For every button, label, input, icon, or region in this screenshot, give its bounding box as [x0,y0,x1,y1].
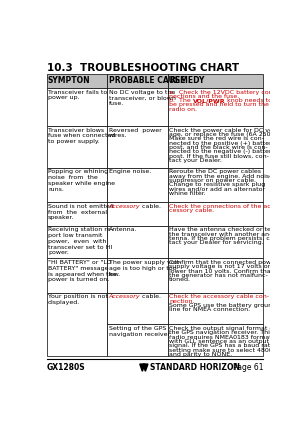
Bar [107,258,168,293]
Text: line for NMEA connection.: line for NMEA connection. [169,307,250,312]
Text: radio on.: radio on. [169,107,197,112]
Bar [107,202,168,226]
Text: nection.: nection. [169,299,194,304]
Text: a.  Check the 12VDC battery con-: a. Check the 12VDC battery con- [169,89,275,95]
Text: REMEDY: REMEDY [169,77,204,86]
Text: Accessory: Accessory [109,204,140,209]
Text: Your position is not
displayed.: Your position is not displayed. [48,294,108,305]
Bar [47,74,107,88]
Text: tioned.: tioned. [169,277,191,282]
Text: cable.: cable. [140,204,161,209]
Text: cable.: cable. [140,294,161,299]
Text: PROBABLE CAUSE: PROBABLE CAUSE [109,77,185,86]
Text: the generator has not malfunc-: the generator has not malfunc- [169,273,268,278]
Text: Confirm that the connected power: Confirm that the connected power [169,260,278,265]
Bar [168,126,263,167]
Text: Check the connections of the ac-: Check the connections of the ac- [169,204,273,209]
Text: away from the engine. Add noise: away from the engine. Add noise [169,174,273,178]
Text: knob needs to: knob needs to [225,98,272,103]
Text: Engine noise.: Engine noise. [109,169,151,174]
Bar [47,88,107,126]
Bar [107,88,168,126]
Text: nected to the positive (+) battery: nected to the positive (+) battery [169,141,275,146]
Text: supply voltage is not 17 volts or: supply voltage is not 17 volts or [169,264,270,269]
Text: SYMPTON: SYMPTON [48,77,91,86]
Text: The power supply volt-
age is too high or too
low.: The power supply volt- age is too high o… [109,260,181,276]
Polygon shape [143,364,148,371]
Bar [47,202,107,226]
Text: Some GPS use the battery ground: Some GPS use the battery ground [169,303,276,308]
Text: the transceiver with another an-: the transceiver with another an- [169,232,271,236]
Bar [47,226,107,258]
Text: and parity to NONE.: and parity to NONE. [169,352,232,357]
Text: lower than 10 volts. Confirm that: lower than 10 volts. Confirm that [169,268,273,273]
Bar [47,293,107,356]
Text: Receiving station re-
port low transmit
power,  even  with
transceiver set to HI: Receiving station re- port low transmit … [48,227,113,256]
Text: whine filter.: whine filter. [169,191,206,196]
Text: Reroute the DC power cables: Reroute the DC power cables [169,169,261,174]
Text: post. If the fuse still blows, con-: post. If the fuse still blows, con- [169,153,269,158]
Text: GX1280S: GX1280S [47,363,86,372]
Bar [107,325,168,356]
Text: Change to resistive spark plug: Change to resistive spark plug [169,182,265,187]
Bar [107,226,168,258]
Text: b.  The: b. The [169,98,193,103]
Bar [47,126,107,167]
Text: Sound is not emitted
from  the  external
speaker.: Sound is not emitted from the external s… [48,204,114,220]
Text: Transceiver fails to
power up.: Transceiver fails to power up. [48,89,107,100]
Polygon shape [140,364,145,371]
Text: nections and the fuse.: nections and the fuse. [169,94,239,99]
Text: post, and the black wire is con-: post, and the black wire is con- [169,145,268,150]
Text: setting make sure to select 4800: setting make sure to select 4800 [169,348,273,353]
Text: No DC voltage to the
transceiver, or blown
fuse.: No DC voltage to the transceiver, or blo… [109,89,176,106]
Text: 10.3  TROUBLESHOOTING CHART: 10.3 TROUBLESHOOTING CHART [47,63,239,72]
Text: wires and/or add an alternator: wires and/or add an alternator [169,187,265,192]
Bar [107,293,168,325]
Text: Transceiver blows
fuse when connected
to power supply.: Transceiver blows fuse when connected to… [48,127,115,144]
Bar [47,258,107,293]
Bar [168,226,263,258]
Text: Check the power cable for DC volt-: Check the power cable for DC volt- [169,127,279,132]
Text: Setting of the GPS
navigation receiver.: Setting of the GPS navigation receiver. [109,326,171,337]
Bar [168,88,263,126]
Text: Check the accessory cable con-: Check the accessory cable con- [169,294,269,299]
Bar [168,258,263,293]
Text: "HI BATTERY" or "LO
BATTERY" message
is appeared when the
power is turned on.: "HI BATTERY" or "LO BATTERY" message is … [48,260,116,282]
Text: Antenna.: Antenna. [109,227,137,232]
Bar [107,167,168,202]
Text: tenna. If the problem persists, con-: tenna. If the problem persists, con- [169,236,280,241]
Text: Have the antenna checked or test: Have the antenna checked or test [169,227,277,232]
Bar [47,167,107,202]
Bar [168,202,263,226]
Text: VOL/PWR: VOL/PWR [193,98,225,103]
Text: Reversed  power
wires.: Reversed power wires. [109,127,161,138]
Text: Accessory: Accessory [109,294,140,299]
Bar [168,325,263,356]
Text: with GLL sentence as an output: with GLL sentence as an output [169,339,269,344]
Text: STANDARD HORIZON: STANDARD HORIZON [150,363,240,372]
Text: nected to the negative (-) battery: nected to the negative (-) battery [169,149,275,154]
Text: Check the output signal format of: Check the output signal format of [169,326,275,331]
Bar [168,167,263,202]
Text: Popping or whining
noise  from  the
speaker while engine
runs.: Popping or whining noise from the speake… [48,169,115,192]
Bar [107,74,168,88]
Bar [107,126,168,167]
Bar [168,74,263,88]
Text: tact your Dealer.: tact your Dealer. [169,158,222,163]
Text: be pressed and held to turn the: be pressed and held to turn the [169,103,269,107]
Text: the GPS navigation receiver. This: the GPS navigation receiver. This [169,331,273,335]
Text: tact your Dealer for servicing.: tact your Dealer for servicing. [169,240,264,245]
Text: age, or replace the fuse (6A 250V).: age, or replace the fuse (6A 250V). [169,132,279,137]
Text: Make sure the red wire is con-: Make sure the red wire is con- [169,136,264,141]
Text: cessory cable.: cessory cable. [169,208,214,213]
Bar [168,293,263,325]
Text: Page 61: Page 61 [232,363,263,372]
Text: suppressor on power cable.: suppressor on power cable. [169,178,256,183]
Text: signal. If the GPS has a baud rate: signal. If the GPS has a baud rate [169,343,274,348]
Text: radio requires NMEA0183 format: radio requires NMEA0183 format [169,335,272,340]
